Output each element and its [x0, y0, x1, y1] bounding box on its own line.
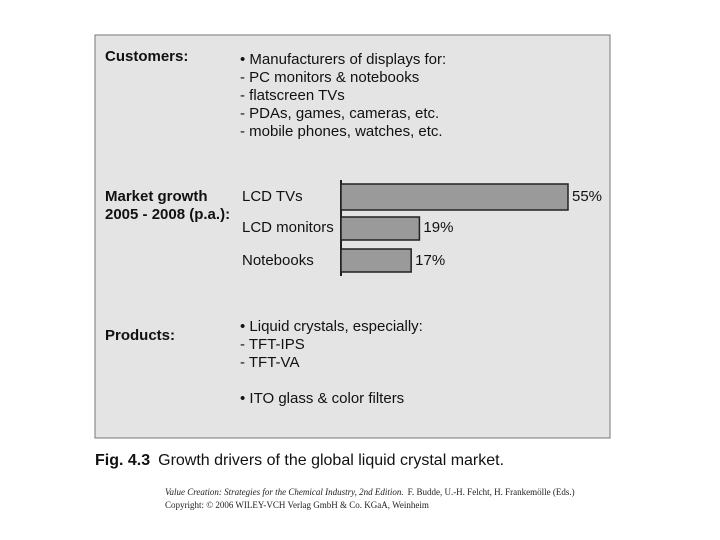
section-label: Products:: [105, 327, 175, 344]
list-item: - mobile phones, watches, etc.: [240, 123, 443, 140]
list-item: • Liquid crystals, especially:: [240, 318, 423, 335]
caption-number: Fig. 4.3: [95, 452, 150, 469]
list-item: • ITO glass & color filters: [240, 390, 404, 407]
list-item: - flatscreen TVs: [240, 87, 345, 104]
category-label: LCD TVs: [242, 188, 303, 205]
list-item: - PDAs, games, cameras, etc.: [240, 105, 439, 122]
value-label: 17%: [415, 252, 445, 269]
list-item: - TFT-VA: [240, 354, 299, 371]
credit-authors: F. Budde, U.-H. Felcht, H. Frankemölle (…: [408, 487, 575, 497]
category-label: Notebooks: [242, 252, 314, 269]
bar-chart: LCD TVs 55% LCD monitors 19% Notebooks 17%: [242, 183, 602, 273]
list-item: • Manufacturers of displays for:: [240, 51, 446, 68]
bar: [340, 216, 421, 241]
list-item: - PC monitors & notebooks: [240, 69, 419, 86]
bar: [340, 248, 412, 273]
bar: [340, 183, 569, 211]
credit-copyright: Copyright: © 2006 WILEY-VCH Verlag GmbH …: [165, 500, 429, 510]
value-label: 55%: [572, 188, 602, 205]
value-label: 19%: [423, 219, 453, 236]
list-item: - TFT-IPS: [240, 336, 305, 353]
caption: Fig. 4.3 Growth drivers of the global liq…: [95, 452, 504, 469]
section-label: Customers:: [105, 48, 188, 65]
section-label: 2005 - 2008 (p.a.):: [105, 206, 230, 223]
credit: Value Creation: Strategies for the Chemi…: [165, 487, 575, 497]
section-label: Market growth: [105, 188, 208, 205]
credit-title: Value Creation: Strategies for the Chemi…: [165, 487, 404, 497]
category-label: LCD monitors: [242, 219, 334, 236]
caption-text: Growth drivers of the global liquid crys…: [158, 452, 504, 469]
